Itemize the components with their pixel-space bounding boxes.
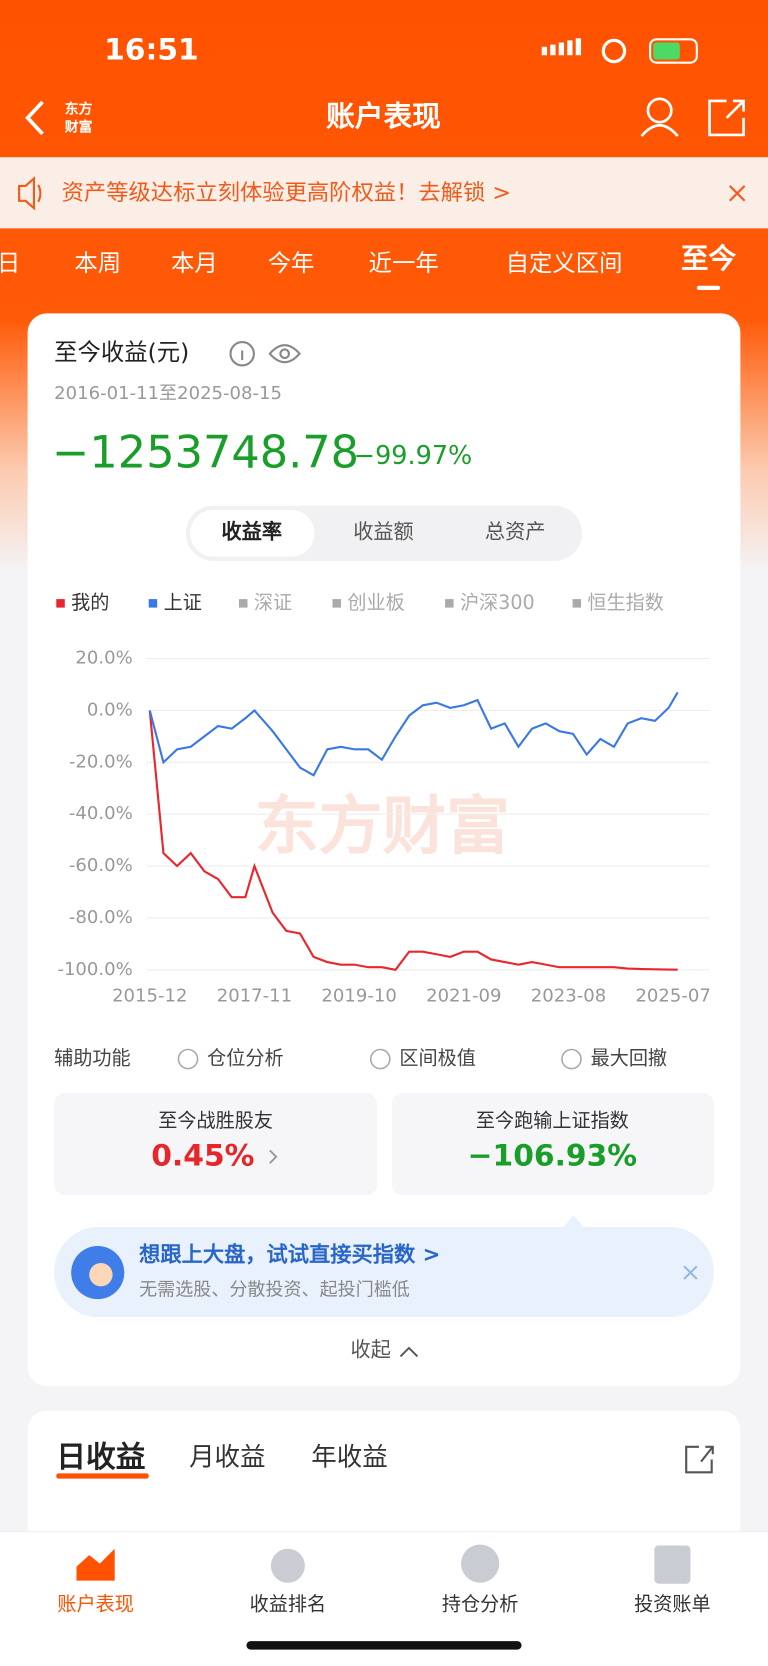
banner-close[interactable]: [729, 185, 746, 202]
status-time: 16:51: [104, 32, 199, 67]
period-tab[interactable]: 今年: [268, 249, 315, 277]
period-tab-active[interactable]: 至今: [681, 242, 737, 275]
promo-close[interactable]: [683, 1265, 698, 1280]
summary-title: 至今收益(元): [54, 338, 189, 366]
status-icons: [541, 38, 698, 64]
banner[interactable]: [0, 157, 768, 229]
series-line: [148, 691, 679, 777]
legend-swatch: [56, 599, 65, 608]
period-tab[interactable]: 近一年: [369, 249, 439, 277]
x-tick-label: 2015-12: [112, 985, 187, 1006]
promo-subtitle: 无需选股、分散投资、起投门槛低: [139, 1280, 410, 1301]
legend-label: 创业板: [347, 591, 404, 614]
tab-icon: [461, 1544, 500, 1583]
tab-label[interactable]: 持仓分析: [442, 1593, 518, 1616]
y-tick-label: -60.0%: [69, 855, 133, 876]
banner-text[interactable]: 资产等级达标立刻体验更高阶权益！去解锁 >: [62, 180, 511, 206]
period-tab[interactable]: 本周: [74, 249, 121, 277]
legend-label: 沪深300: [460, 591, 535, 614]
amount: −1253748.78: [52, 427, 359, 479]
y-tick-label: -100.0%: [57, 959, 132, 980]
legend-swatch: [445, 599, 454, 608]
y-tick-label: 20.0%: [75, 648, 132, 669]
y-tick-label: 0.0%: [87, 699, 133, 720]
legend-swatch: [572, 599, 582, 608]
aux-label: 辅助功能: [54, 1047, 130, 1070]
metric-tab[interactable]: 收益额: [353, 520, 414, 544]
y-tick-label: -40.0%: [69, 803, 133, 824]
earnings-tab[interactable]: 月收益: [189, 1442, 265, 1472]
stat-label: 至今跑输上证指数: [476, 1109, 629, 1132]
tab-label[interactable]: 账户表现: [57, 1593, 133, 1616]
legend-swatch: [332, 599, 341, 608]
collapse[interactable]: 收起: [351, 1338, 391, 1362]
metric-tab[interactable]: 总资产: [485, 520, 546, 544]
logo-text: 东方: [65, 100, 93, 117]
legend-label: 深证: [254, 591, 292, 614]
stat-box[interactable]: [54, 1093, 378, 1196]
tab-icon: [270, 1548, 305, 1583]
tab-indicator: [696, 285, 721, 290]
date-range: 2016-01-11至2025-08-15: [54, 383, 282, 404]
legend-swatch: [239, 599, 248, 608]
earnings-tab[interactable]: 年收益: [311, 1442, 387, 1472]
logo-text: 财富: [65, 118, 93, 135]
watermark: 东方财富: [255, 790, 510, 864]
user-button[interactable]: [640, 97, 679, 137]
legend-label: 上证: [164, 591, 202, 614]
aux-option[interactable]: 仓位分析: [207, 1047, 283, 1070]
promo[interactable]: [54, 1226, 714, 1318]
x-tick-label: 2019-10: [321, 985, 396, 1006]
x-tick-label: 2021-09: [426, 985, 501, 1006]
nav-title: 账户表现: [326, 99, 441, 133]
y-tick-label: -80.0%: [69, 907, 133, 928]
collapse-icon: [399, 1346, 419, 1358]
legend-label: 我的: [71, 591, 109, 614]
eye-icon[interactable]: [268, 344, 301, 364]
metric-active: [190, 509, 315, 557]
tab-label[interactable]: 收益排名: [250, 1593, 326, 1616]
arrow: [269, 1149, 278, 1164]
percent: −99.97%: [354, 441, 473, 471]
back-button[interactable]: [25, 100, 44, 136]
earnings-share[interactable]: [685, 1445, 714, 1474]
bubble-tip: [562, 1215, 585, 1228]
promo-icon-hand: [89, 1263, 113, 1287]
x-tick-label: 2023-08: [531, 985, 606, 1006]
aux-option[interactable]: 最大回撤: [591, 1047, 667, 1070]
share-button[interactable]: [708, 99, 745, 137]
tab-label[interactable]: 投资账单: [634, 1593, 710, 1616]
speaker-icon: [18, 176, 42, 211]
home-indicator: [246, 1641, 522, 1650]
radio[interactable]: [561, 1048, 582, 1070]
series-line: [148, 710, 678, 971]
period-tab[interactable]: 本月: [171, 249, 218, 277]
period-tab[interactable]: 自定义区间: [506, 249, 623, 277]
stat-label: 至今战胜股友: [158, 1109, 273, 1132]
promo-title[interactable]: 想跟上大盘，试试直接买指数 >: [139, 1242, 440, 1268]
radio[interactable]: [177, 1048, 199, 1070]
period-tab[interactable]: 日: [0, 249, 20, 277]
tab-icon: [76, 1548, 115, 1581]
stat-value: 0.45%: [151, 1138, 254, 1173]
earnings-tab-active[interactable]: 日收益: [56, 1440, 145, 1475]
stat-box: [391, 1093, 714, 1196]
info-icon[interactable]: [229, 340, 255, 367]
stat-value: −106.93%: [468, 1138, 637, 1173]
chart: 东方财富 20.0% 0.0% -20.0% -40.0% -60.0% -80.0% -10…: [56, 591, 711, 1006]
earnings-indicator: [56, 1473, 149, 1479]
legend-swatch: [148, 599, 158, 608]
radio[interactable]: [369, 1048, 391, 1070]
metric-tab[interactable]: 收益率: [221, 520, 282, 544]
y-tick-label: -20.0%: [69, 751, 133, 772]
x-tick-label: 2025-07: [635, 985, 710, 1006]
aux-option[interactable]: 区间极值: [399, 1047, 475, 1070]
x-tick-label: 2017-11: [217, 985, 292, 1006]
legend-label: 恒生指数: [587, 591, 663, 614]
tab-icon: [654, 1545, 691, 1584]
